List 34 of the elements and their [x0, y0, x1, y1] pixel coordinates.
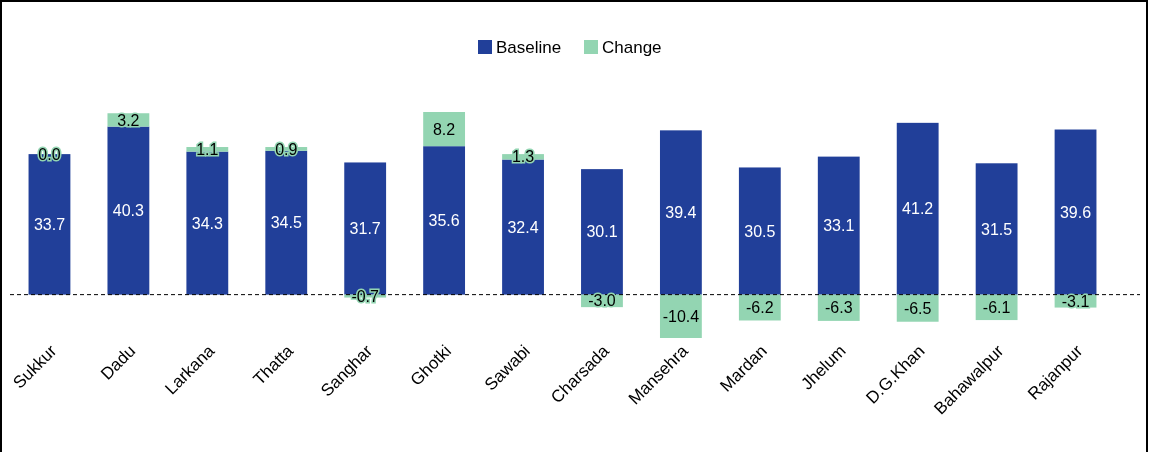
- bar: [659, 130, 702, 295]
- data-label: 34.5: [270, 214, 302, 232]
- data-label: 33.7: [33, 215, 66, 233]
- bar: [896, 122, 939, 295]
- data-label: -3.0: [588, 292, 616, 310]
- data-label: -3.1: [1061, 292, 1090, 310]
- bar: [738, 167, 781, 295]
- legend-label: Baseline: [496, 37, 562, 57]
- data-label: 32.4: [507, 218, 539, 236]
- bar: [581, 169, 623, 295]
- data-label: 35.6: [428, 212, 460, 230]
- legend-label: Change: [602, 37, 662, 57]
- bar: [817, 156, 860, 295]
- bar: [1054, 129, 1097, 295]
- data-label: -6.2: [746, 299, 774, 317]
- data-label: -6.1: [982, 298, 1011, 316]
- bar: [107, 126, 150, 295]
- data-label: 31.7: [349, 220, 381, 238]
- data-label: 40.3: [112, 202, 145, 220]
- data-label: -10.4: [662, 307, 700, 325]
- data-label: 41.2: [902, 200, 934, 218]
- data-label: 30.5: [744, 222, 776, 240]
- data-label: 39.6: [1059, 203, 1092, 221]
- data-label: 30.1: [586, 223, 618, 241]
- bar: [975, 163, 1018, 295]
- data-label: 33.1: [823, 217, 855, 235]
- data-label: -6.5: [903, 299, 932, 317]
- data-label: 34.3: [191, 214, 223, 232]
- data-label: 8.2: [432, 120, 456, 138]
- bar: [423, 146, 466, 295]
- data-label: -6.3: [824, 299, 853, 317]
- data-label: 3.2: [117, 111, 140, 129]
- data-label: 31.5: [981, 220, 1013, 238]
- data-label: 39.4: [665, 204, 697, 222]
